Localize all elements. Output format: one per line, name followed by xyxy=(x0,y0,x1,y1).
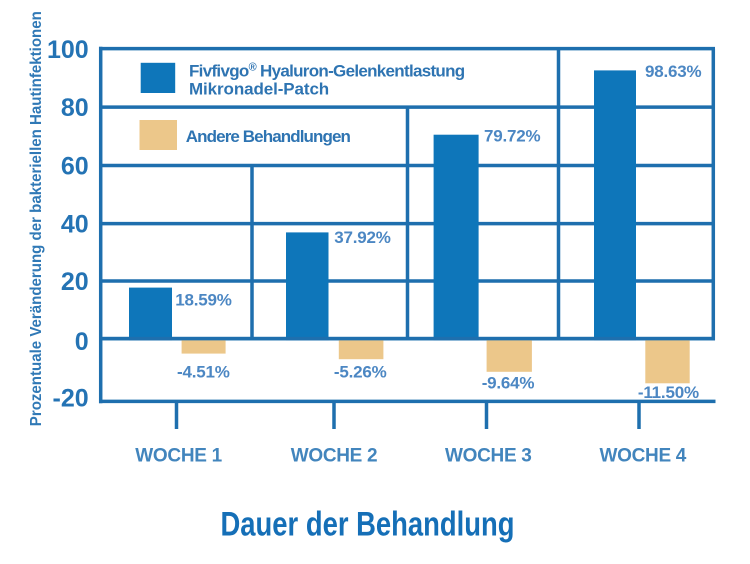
svg-text:79.72%: 79.72% xyxy=(484,126,541,145)
svg-text:Dauer der Behandlung: Dauer der Behandlung xyxy=(221,506,515,544)
svg-text:Prozentuale Veränderung der ba: Prozentuale Veränderung der bakteriellen… xyxy=(28,11,45,426)
svg-text:-5.26%: -5.26% xyxy=(334,363,387,382)
svg-text:100: 100 xyxy=(47,36,89,64)
svg-text:0: 0 xyxy=(75,328,89,356)
svg-text:WOCHE 4: WOCHE 4 xyxy=(600,446,687,467)
svg-text:-11.50%: -11.50% xyxy=(638,383,699,402)
svg-text:WOCHE 3: WOCHE 3 xyxy=(445,446,532,467)
svg-text:-20: -20 xyxy=(53,385,89,413)
svg-text:18.59%: 18.59% xyxy=(175,291,232,310)
svg-text:20: 20 xyxy=(61,268,89,296)
svg-text:40: 40 xyxy=(61,211,89,239)
svg-text:WOCHE 1: WOCHE 1 xyxy=(135,446,222,467)
svg-text:60: 60 xyxy=(61,153,89,181)
svg-text:Fivfivgo® Hyaluron-Gelenkentla: Fivfivgo® Hyaluron-Gelenkentlastung xyxy=(189,61,465,80)
svg-text:37.92%: 37.92% xyxy=(334,228,391,247)
svg-text:-9.64%: -9.64% xyxy=(482,373,535,392)
svg-text:WOCHE 2: WOCHE 2 xyxy=(291,446,378,467)
svg-text:Mikronadel-Patch: Mikronadel-Patch xyxy=(189,80,329,99)
svg-text:Andere Behandlungen: Andere Behandlungen xyxy=(186,127,351,146)
svg-text:-4.51%: -4.51% xyxy=(177,362,230,381)
svg-text:98.63%: 98.63% xyxy=(645,62,702,81)
svg-text:80: 80 xyxy=(61,94,89,122)
